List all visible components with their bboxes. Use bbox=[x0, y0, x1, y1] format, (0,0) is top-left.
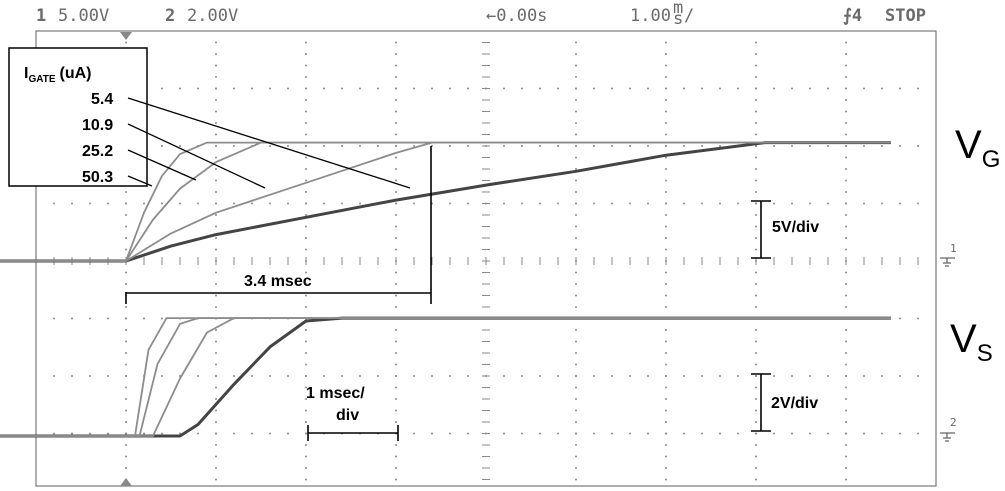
gate-current-legend: IGATE (uA) 5.4 10.9 25.2 50.3 bbox=[8, 47, 148, 187]
legend-box bbox=[8, 47, 148, 187]
vs-trace-25-2 bbox=[0, 317, 891, 437]
vs-trace-10-9 bbox=[0, 317, 891, 437]
legend-current-3: 25.2 bbox=[82, 143, 113, 160]
rise-time-dimension bbox=[125, 146, 432, 304]
ch2-marker-label: 2 bbox=[950, 416, 957, 429]
trigger-marker-bottom bbox=[120, 478, 132, 486]
ch1-scale: 5.00V bbox=[58, 6, 109, 26]
timebase-sub: s bbox=[673, 9, 683, 29]
vg-trace-label: VG bbox=[955, 123, 1000, 173]
vg-trace-10-9 bbox=[0, 141, 891, 262]
vs-trace-50-3 bbox=[0, 317, 891, 437]
ch1-ground-marker: 1 bbox=[940, 242, 957, 267]
legend-current-1: 5.4 bbox=[91, 91, 113, 108]
leader-line-10-9 bbox=[127, 123, 266, 189]
legend-leader-lines bbox=[127, 97, 411, 189]
vg-trace-50-3 bbox=[0, 141, 891, 262]
leader-line-50-3 bbox=[127, 175, 153, 187]
legend-title: IGATE (uA) bbox=[24, 65, 91, 85]
ch1-number: 1 bbox=[36, 6, 46, 26]
traces bbox=[0, 141, 891, 438]
legend-current-2: 10.9 bbox=[82, 117, 113, 134]
leader-line-5-4 bbox=[127, 97, 411, 189]
ch2-ground-marker: 2 bbox=[940, 416, 957, 442]
timebase-value: 1.00 bbox=[630, 6, 671, 26]
rise-time-label: 3.4 msec bbox=[244, 273, 312, 290]
graticule-grid bbox=[53, 41, 919, 481]
vs-scale-label: 2V/div bbox=[771, 395, 818, 412]
ground-icon bbox=[940, 432, 955, 442]
vs-trace-label: VS bbox=[950, 317, 993, 367]
graticule-frame bbox=[35, 30, 937, 487]
ch2-scale: 2.00V bbox=[187, 6, 238, 26]
vg-trace-5-4 bbox=[0, 141, 891, 263]
legend-current-4: 50.3 bbox=[82, 169, 113, 186]
status-bar: 1 5.00V 2 2.00V ←0.00s 1.00 m s / ⨍4 STO… bbox=[36, 0, 926, 29]
ground-icon bbox=[940, 257, 955, 267]
ch2-number: 2 bbox=[165, 6, 175, 26]
trigger-marker-top bbox=[120, 32, 132, 40]
timebase-unit: m bbox=[673, 0, 683, 18]
vs-trace-5-4 bbox=[0, 316, 891, 438]
time-reference: ←0.00s bbox=[486, 6, 547, 26]
ch1-marker-label: 1 bbox=[950, 242, 957, 255]
vg-scale-label: 5V/div bbox=[772, 219, 819, 236]
time-scale-bar bbox=[307, 425, 399, 441]
time-scale-label-line1: 1 msec/ bbox=[306, 385, 365, 402]
timebase-suffix: / bbox=[684, 6, 694, 26]
vs-scale-bar bbox=[751, 373, 771, 432]
time-scale-label-line2: div bbox=[336, 407, 359, 424]
trigger-source: ⨍4 bbox=[843, 6, 862, 26]
run-state: STOP bbox=[885, 6, 926, 26]
vg-scale-bar bbox=[751, 200, 771, 259]
leader-line-25-2 bbox=[127, 149, 197, 181]
